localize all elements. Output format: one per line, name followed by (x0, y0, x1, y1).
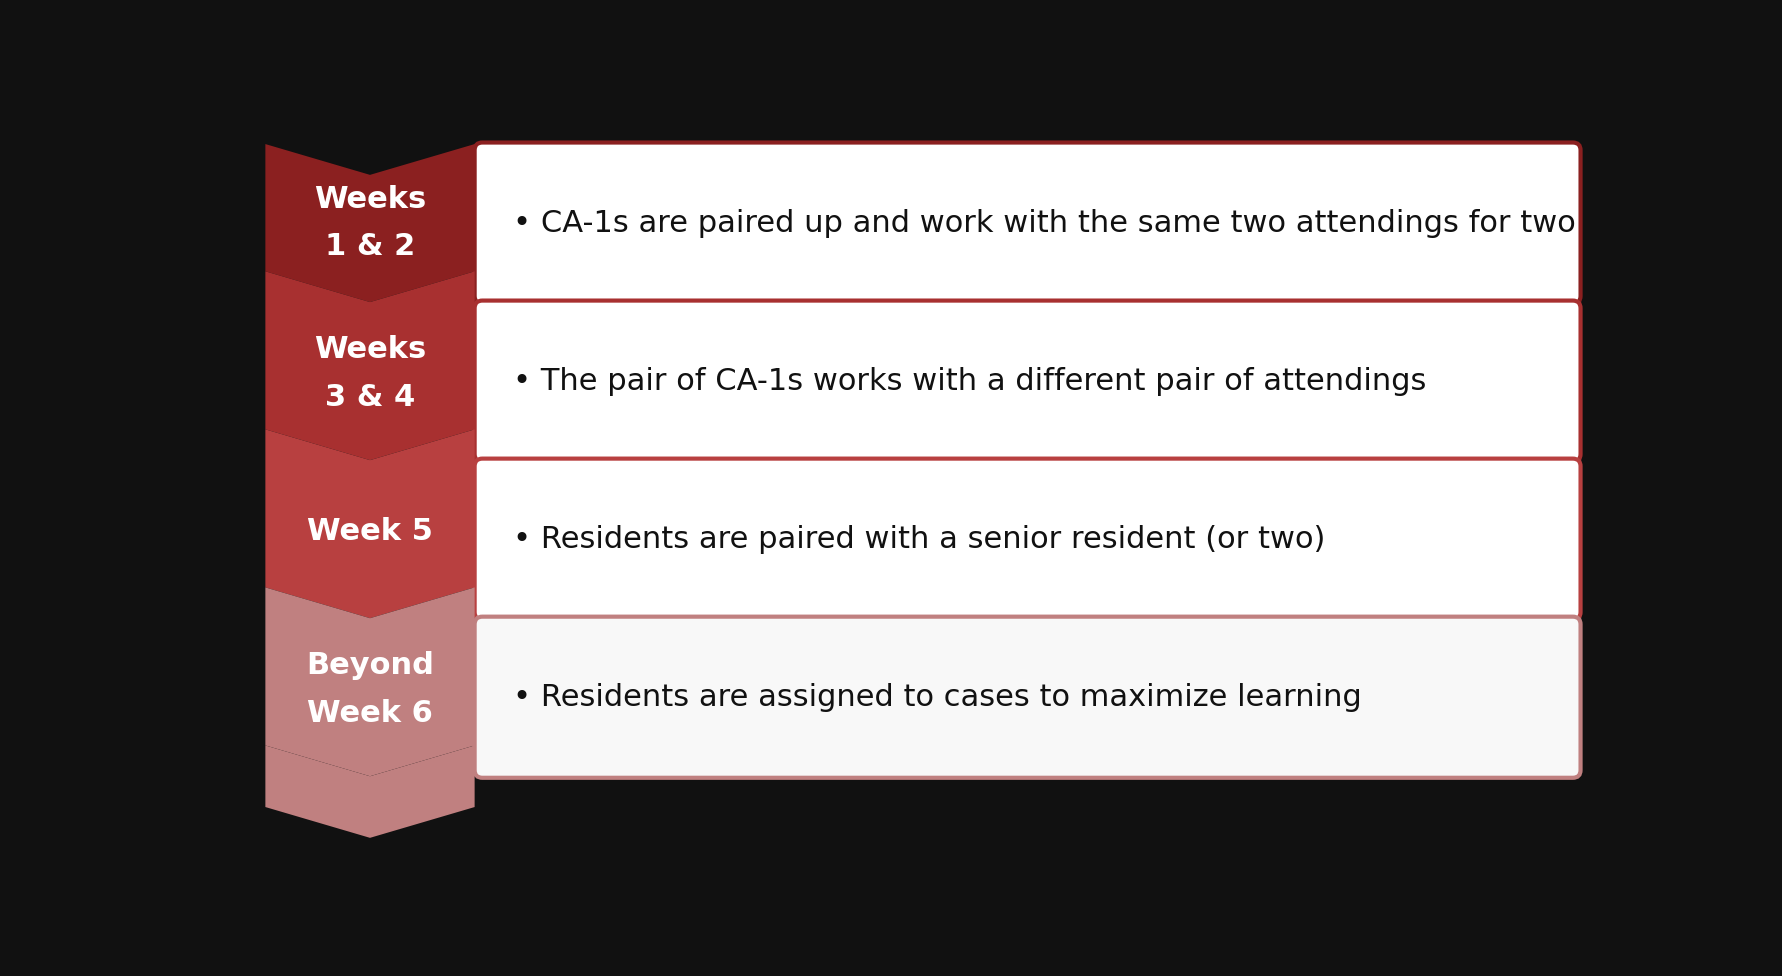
Text: Weeks
3 & 4: Weeks 3 & 4 (314, 335, 426, 412)
Polygon shape (266, 429, 474, 618)
Polygon shape (266, 144, 474, 303)
Text: • Residents are paired with a senior resident (or two): • Residents are paired with a senior res… (513, 525, 1326, 553)
FancyBboxPatch shape (474, 617, 1581, 778)
Text: Weeks
1 & 2: Weeks 1 & 2 (314, 184, 426, 262)
Text: Beyond
Week 6: Beyond Week 6 (307, 651, 435, 728)
Polygon shape (266, 588, 474, 776)
Text: • CA-1s are paired up and work with the same two attendings for two weeks: • CA-1s are paired up and work with the … (513, 209, 1682, 237)
Text: • Residents are assigned to cases to maximize learning: • Residents are assigned to cases to max… (513, 683, 1361, 712)
Polygon shape (266, 271, 474, 460)
FancyBboxPatch shape (474, 301, 1581, 462)
Text: Week 5: Week 5 (307, 517, 433, 546)
FancyBboxPatch shape (474, 142, 1581, 304)
Text: • The pair of CA-1s works with a different pair of attendings: • The pair of CA-1s works with a differe… (513, 367, 1427, 395)
Polygon shape (266, 746, 474, 837)
FancyBboxPatch shape (474, 459, 1581, 620)
